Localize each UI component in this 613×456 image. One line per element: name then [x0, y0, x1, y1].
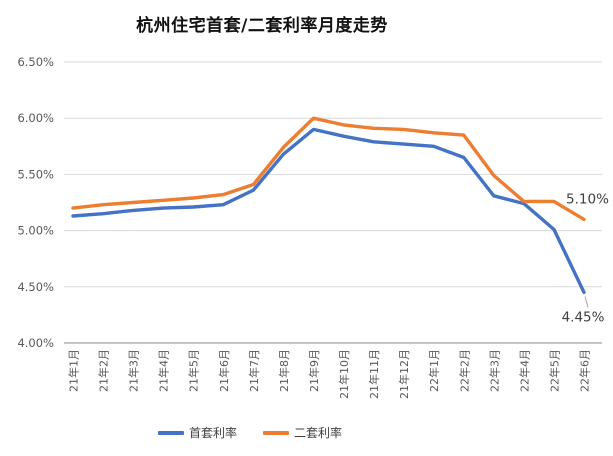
second-home-rate-line [71, 116, 586, 222]
x-axis-tick-label: 22年2月 [457, 349, 471, 392]
y-axis-tick-label: 4.00% [17, 336, 54, 350]
first-home-rate-line [71, 127, 586, 295]
legend-label-first-home: 首套利率 [189, 426, 238, 440]
first-rate-end-label: 4.45% [562, 309, 605, 325]
x-axis-tick-label: 22年3月 [487, 349, 501, 392]
second-home-line-swatch [263, 430, 290, 435]
x-axis-tick-label: 21年1月 [67, 349, 81, 392]
x-axis-tick-label: 21年4月 [157, 349, 171, 392]
y-axis-tick-label: 6.50% [17, 55, 54, 69]
second-rate-end-label: 5.10% [566, 191, 609, 207]
legend-item-first-home: 首套利率 [158, 424, 237, 441]
x-axis-tick-label: 21年8月 [277, 349, 291, 392]
x-axis-tick-label: 22年6月 [578, 349, 592, 392]
x-axis-tick-label: 22年5月 [547, 349, 561, 392]
x-axis-tick-label: 22年1月 [427, 349, 441, 392]
legend-item-second-home: 二套利率 [263, 424, 342, 441]
legend: 首套利率 二套利率 [158, 424, 342, 441]
y-axis-tick-label: 5.50% [17, 167, 54, 181]
plot-area: 4.00% 4.50% 5.00% 5.50% 6.00% 6.50% 21年1月 21年2月… [17, 55, 609, 399]
x-axis-tick-label: 22年4月 [517, 349, 531, 392]
x-axis-tick-label: 21年6月 [217, 349, 231, 392]
y-axis-tick-label: 5.00% [17, 224, 54, 238]
legend-label-second-home: 二套利率 [294, 426, 343, 440]
x-axis-tick-label: 21年7月 [247, 349, 261, 392]
x-axis-tick-label: 21年2月 [97, 349, 111, 392]
data-label-leader-line [584, 296, 589, 308]
chart-title: 杭州住宅首套/二套利率月度走势 [136, 16, 388, 36]
x-axis-tick-label: 21年9月 [307, 349, 321, 392]
y-axis-tick-label: 6.00% [17, 111, 54, 125]
y-axis-tick-label: 4.50% [17, 280, 54, 294]
first-home-line-swatch [158, 430, 184, 435]
x-axis-tick-label: 21年5月 [187, 349, 201, 392]
x-axis-tick-label: 21年11月 [367, 349, 381, 399]
x-axis-tick-label: 21年10月 [337, 349, 351, 399]
x-axis-tick-label: 21年12月 [397, 349, 411, 399]
x-axis-tick-label: 21年3月 [127, 349, 141, 392]
